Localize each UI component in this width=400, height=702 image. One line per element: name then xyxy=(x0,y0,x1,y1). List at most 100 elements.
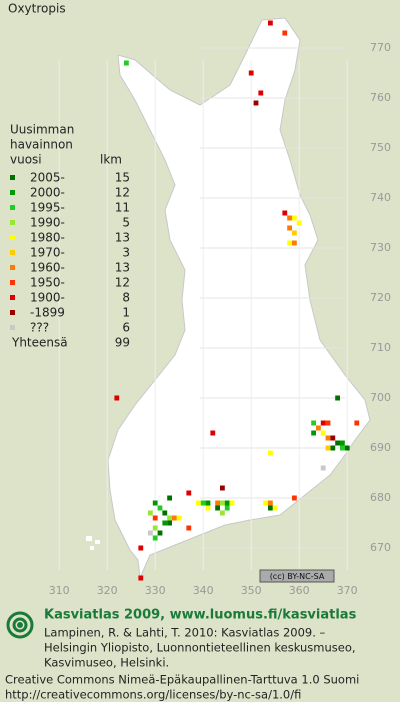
observation-square xyxy=(272,505,278,511)
x-tick-label: 350 xyxy=(241,584,262,597)
observation-square xyxy=(224,500,230,506)
observation-square xyxy=(157,505,163,511)
observation-square xyxy=(292,215,297,221)
observation-square xyxy=(340,440,345,446)
x-tick-label: 340 xyxy=(193,584,214,597)
observation-square xyxy=(210,430,216,436)
legend-label: 2005- xyxy=(30,171,65,185)
y-tick-label: 770 xyxy=(370,41,391,54)
observation-square xyxy=(186,525,192,531)
legend-label: ??? xyxy=(30,321,49,335)
observation-square xyxy=(152,535,158,541)
observation-square xyxy=(205,505,211,511)
y-tick-label: 690 xyxy=(370,441,391,454)
legend-swatch xyxy=(10,205,15,210)
observation-square xyxy=(162,520,168,526)
observation-square xyxy=(258,90,264,96)
observation-square xyxy=(248,70,254,76)
legend-count: 15 xyxy=(115,171,130,185)
observation-square xyxy=(114,395,120,401)
observation-square xyxy=(325,420,331,426)
observation-square xyxy=(138,545,144,551)
logo xyxy=(6,611,34,639)
legend-swatch xyxy=(10,295,15,300)
observation-square xyxy=(335,440,340,446)
observation-square xyxy=(186,490,192,496)
observation-square xyxy=(296,220,302,226)
grid xyxy=(58,47,348,570)
y-tick-label: 760 xyxy=(370,91,391,104)
observation-square xyxy=(220,510,225,516)
observation-square xyxy=(162,510,168,516)
legend-swatch xyxy=(10,235,15,240)
footer-heading: Kasviatlas 2009, www.luomus.fi/kasviatla… xyxy=(44,608,357,623)
y-tick-label: 750 xyxy=(370,141,391,154)
legend-label: 1900- xyxy=(30,291,65,305)
legend-label: 1950- xyxy=(30,276,65,290)
observation-square xyxy=(316,425,321,431)
legend-label: 1995- xyxy=(30,201,65,215)
observation-square xyxy=(292,230,297,236)
observation-square xyxy=(344,445,350,451)
legend-label: -1899 xyxy=(30,306,65,320)
observation-square xyxy=(282,210,288,216)
observation-square xyxy=(292,495,297,501)
citation-line: Kasvimuseo, Helsinki. xyxy=(44,656,169,670)
observation-square xyxy=(148,530,153,536)
observation-square xyxy=(330,445,336,451)
y-tick-label: 720 xyxy=(370,291,391,304)
observation-square xyxy=(229,500,235,506)
legend-count: 12 xyxy=(115,186,130,200)
observation-square xyxy=(287,240,292,246)
observation-square xyxy=(320,420,326,426)
observation-square xyxy=(287,215,292,221)
legend-swatch xyxy=(10,220,15,225)
observation-square xyxy=(167,495,172,501)
legend-count: 13 xyxy=(115,231,130,245)
observation-square xyxy=(340,445,345,451)
observation-square xyxy=(325,435,331,441)
observation-square xyxy=(224,505,230,511)
observation-square xyxy=(205,500,211,506)
y-tick-label: 680 xyxy=(370,491,391,504)
observation-square xyxy=(172,515,177,521)
legend-count: 1 xyxy=(122,306,130,320)
legend-swatch xyxy=(10,325,15,330)
legend-total-label: Yhteensä xyxy=(11,336,68,350)
map-title: Oxytropis xyxy=(8,2,66,16)
legend-swatch xyxy=(10,190,15,195)
legend-count: 8 xyxy=(122,291,130,305)
legend-count: 12 xyxy=(115,276,130,290)
observation-square xyxy=(152,525,158,531)
observation-square xyxy=(167,515,172,521)
legend-count: 11 xyxy=(115,201,130,215)
observation-square xyxy=(152,500,158,506)
cc-badge-text: (cc) BY-NC-SA xyxy=(270,572,325,581)
legend: 2005- 15 2000- 12 1995- 11 1990- 5 1980- 13 1970- 3… xyxy=(10,171,130,335)
observation-square xyxy=(335,395,340,401)
observation-square xyxy=(320,430,326,436)
legend-heading: Uusimman xyxy=(10,123,74,137)
observation-square xyxy=(148,510,153,516)
observation-square xyxy=(330,435,336,441)
legend-count: 6 xyxy=(122,321,130,335)
observation-square xyxy=(268,20,273,26)
legend-heading: vuosi xyxy=(10,153,42,167)
aland-islands xyxy=(86,536,100,550)
observation-square xyxy=(268,500,273,506)
legend-count: 3 xyxy=(122,246,130,260)
observation-square xyxy=(292,240,297,246)
observation-square xyxy=(311,420,316,426)
observations xyxy=(114,20,360,581)
license-line: Creative Commons Nimeä-Epäkaupallinen-Ta… xyxy=(5,673,359,687)
observation-square xyxy=(268,505,273,511)
observation-square xyxy=(200,500,206,506)
license-line: http://creativecommons.org/licenses/by-n… xyxy=(5,688,301,702)
x-tick-label: 330 xyxy=(145,584,166,597)
observation-square xyxy=(196,500,201,506)
observation-square xyxy=(320,465,326,471)
y-tick-label: 730 xyxy=(370,241,391,254)
legend-swatch xyxy=(10,250,15,255)
citation-line: Lampinen, R. & Lahti, T. 2010: Kasviatla… xyxy=(44,626,326,640)
